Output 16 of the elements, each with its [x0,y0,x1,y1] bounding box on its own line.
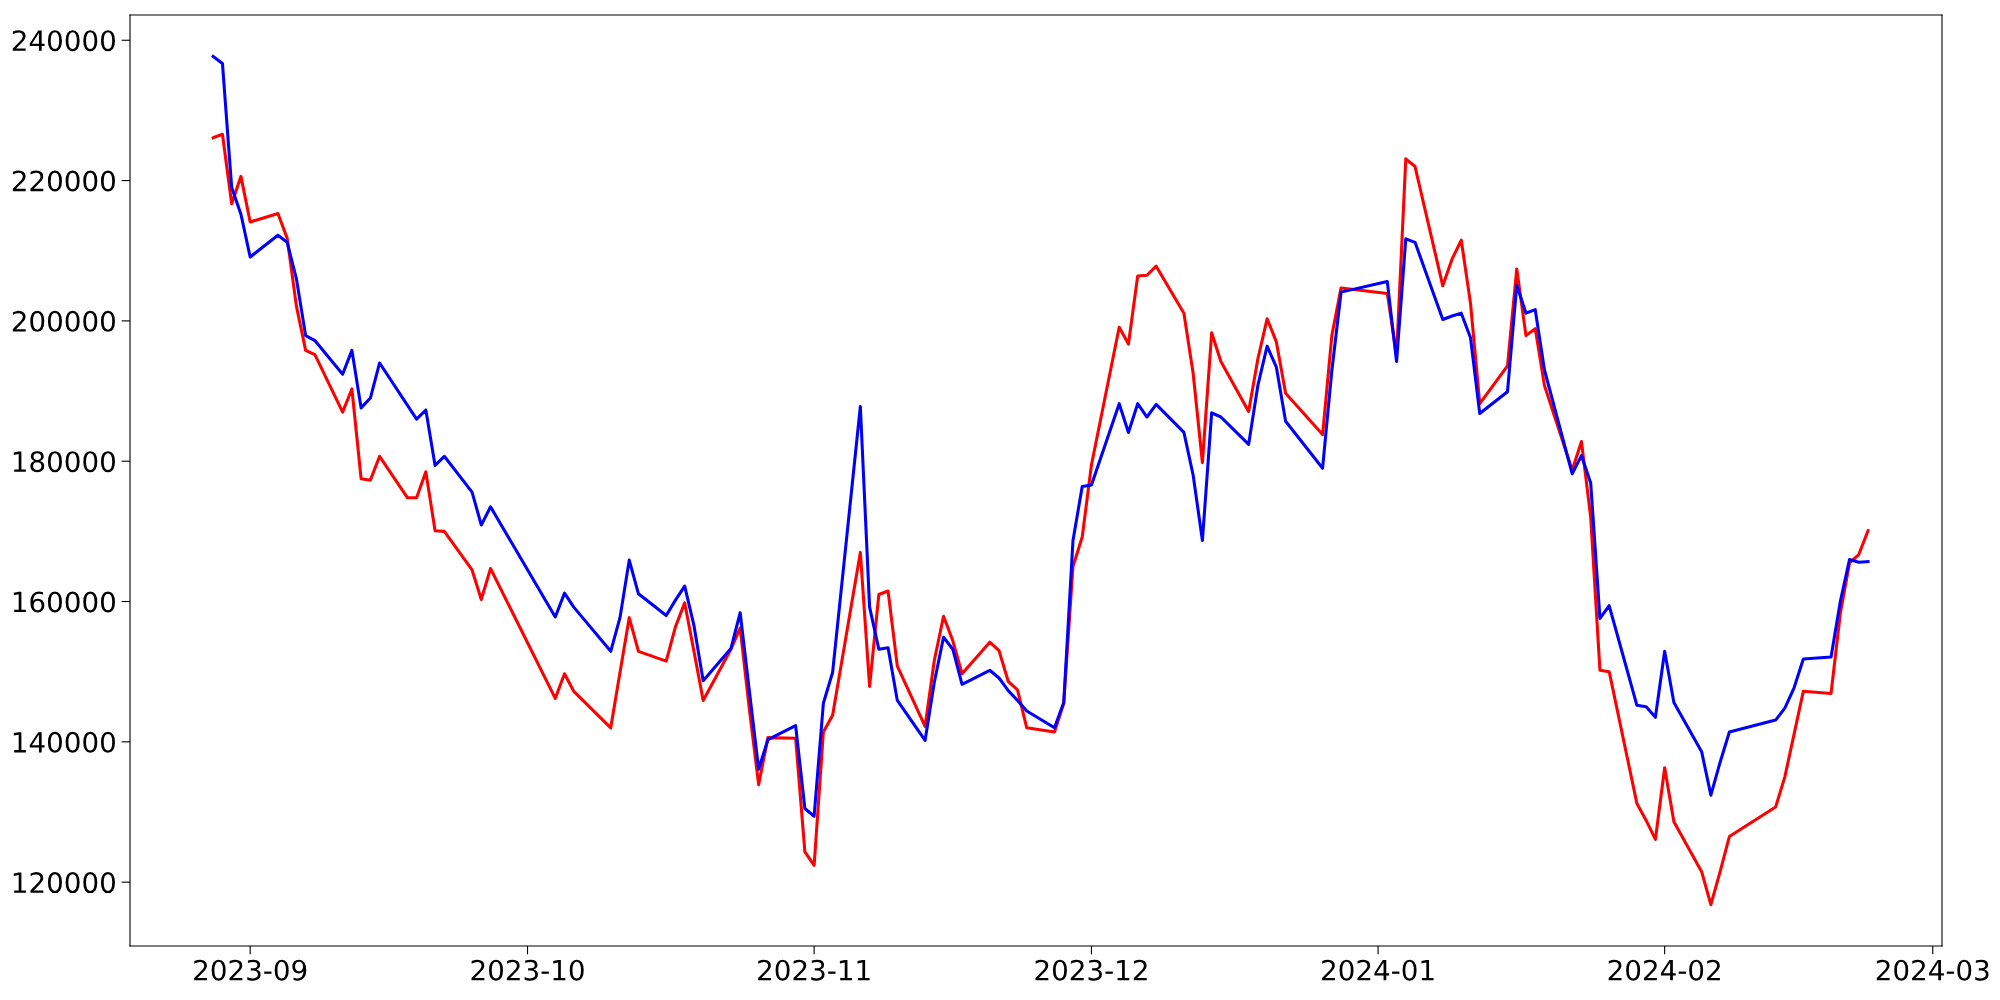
y-tick-label: 220000 [12,170,115,192]
x-tick-label: 2023-12 [1035,959,1147,981]
x-tick-label: 2023-11 [758,959,870,981]
y-tick-label: 180000 [13,451,115,473]
line-series [211,54,1870,818]
line-series [211,132,1870,907]
x-tick-label: 2024-02 [1608,959,1720,981]
y-tick-label: 120000 [13,872,115,894]
y-tick-label: 200000 [12,310,115,332]
y-tick-label: 160000 [13,591,115,613]
x-tick-label: 2024-03 [1876,959,1989,981]
y-tick-label: 240000 [12,30,115,52]
y-tick-label: 140000 [13,731,115,753]
x-tick-label: 2023-10 [471,959,584,981]
x-tick-label: 2024-01 [1322,959,1434,981]
x-tick-label: 2023-09 [194,959,307,981]
